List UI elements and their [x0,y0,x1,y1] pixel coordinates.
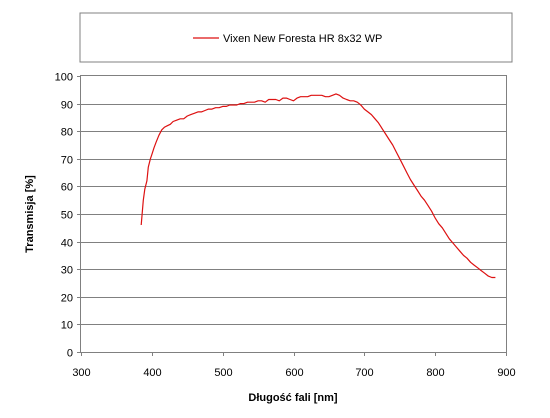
legend-label: Vixen New Foresta HR 8x32 WP [223,33,382,45]
series-line-0 [140,93,496,279]
y-axis-title: Transmisja [%] [24,175,36,253]
y-tick-label-30: 30 [61,265,73,277]
y-tick-label-60: 60 [61,182,73,194]
y-tick-label-80: 80 [61,127,73,139]
gridlines [81,104,506,325]
y-tick-label-20: 20 [61,293,73,305]
x-tick-label-600: 600 [285,367,303,379]
legend-box [79,12,513,63]
x-tick-label-800: 800 [426,367,444,379]
y-tick-label-90: 90 [61,100,73,112]
x-tick-label-300: 300 [72,367,90,379]
x-tick-label-900: 900 [497,367,515,379]
x-axis-title: Długość fali [nm] [248,392,338,404]
x-ticks: 300 400 500 600 700 800 900 [72,352,516,379]
x-tick-label-700: 700 [355,367,373,379]
y-tick-label-10: 10 [61,320,73,332]
y-tick-label-70: 70 [61,155,73,167]
x-tick-label-400: 400 [143,367,161,379]
y-tick-label-50: 50 [61,210,73,222]
y-tick-label-100: 100 [55,72,73,84]
x-tick-label-500: 500 [214,367,232,379]
series-group [140,93,496,279]
y-tick-label-0: 0 [67,348,73,360]
y-tick-label-40: 40 [61,238,73,250]
y-ticks: 0 10 20 30 40 50 60 70 80 90 100 [55,72,81,360]
